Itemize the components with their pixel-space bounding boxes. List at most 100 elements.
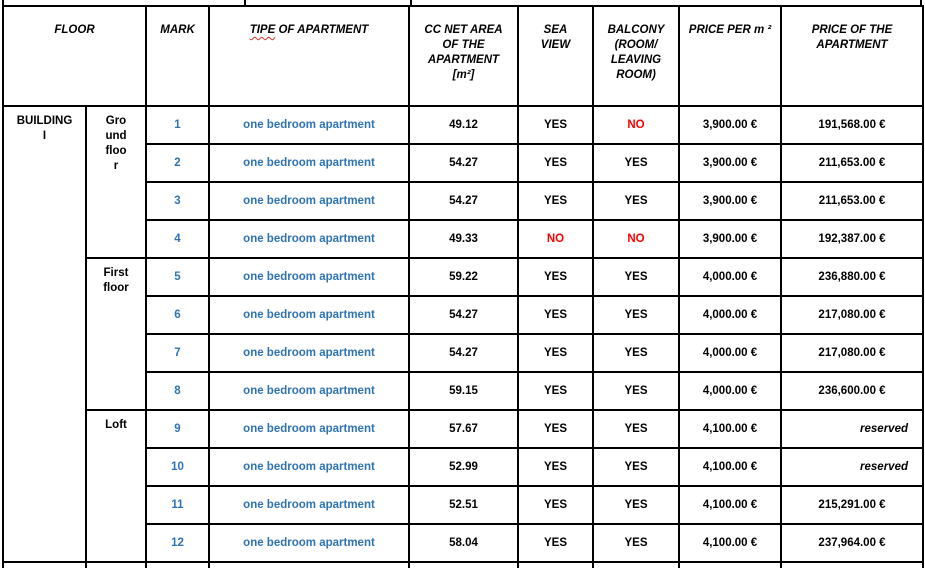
sea-view-cell: YES	[517, 523, 594, 563]
sea-view-cell: YES	[517, 485, 594, 525]
table-row: 3 one bedroom apartment 54.27 YES YES 3,900.0…	[3, 181, 924, 221]
price-cell: 211,653.00 €	[780, 143, 924, 183]
price-cell: 217,080.00 €	[780, 333, 924, 373]
price-per-m2-cell: 4,100.00 €	[678, 409, 782, 449]
border-stub	[2, 0, 4, 5]
header-sea-view: SEA VIEW	[517, 5, 594, 107]
sea-view-cell: YES	[517, 333, 594, 373]
mark-cell: 6	[145, 295, 210, 335]
mark-cell: 3	[145, 181, 210, 221]
empty-cell	[592, 561, 680, 568]
empty-cell	[408, 561, 519, 568]
type-cell: one bedroom apartment	[208, 523, 410, 563]
empty-cell	[2, 561, 87, 568]
empty-cell	[208, 561, 410, 568]
type-cell: one bedroom apartment	[208, 257, 410, 297]
area-cell: 57.67	[408, 409, 519, 449]
type-cell: one bedroom apartment	[208, 181, 410, 221]
area-cell: 54.27	[408, 181, 519, 221]
area-cell: 54.27	[408, 295, 519, 335]
mark-cell: 9	[145, 409, 210, 449]
type-cell: one bedroom apartment	[208, 371, 410, 411]
table-row: 7 one bedroom apartment 54.27 YES YES 4,000.0…	[3, 333, 924, 373]
price-per-m2-cell: 3,900.00 €	[678, 181, 782, 221]
table-row: 6 one bedroom apartment 54.27 YES YES 4,000.0…	[3, 295, 924, 335]
cropped-row-above	[2, 0, 922, 5]
type-cell: one bedroom apartment	[208, 409, 410, 449]
mark-cell: 2	[145, 143, 210, 183]
price-cell: 191,568.00 €	[780, 105, 924, 145]
table-row: 11 one bedroom apartment 52.51 YES YES 4,100.…	[3, 485, 924, 525]
price-per-m2-cell: 4,000.00 €	[678, 333, 782, 373]
balcony-cell: YES	[592, 333, 680, 373]
border-stub	[920, 0, 922, 5]
sea-view-cell: YES	[517, 105, 594, 145]
area-cell: 59.22	[408, 257, 519, 297]
type-cell: one bedroom apartment	[208, 485, 410, 525]
price-cell: 237,964.00 €	[780, 523, 924, 563]
table-row: 4 one bedroom apartment 49.33 NO NO 3,900.00 …	[3, 219, 924, 259]
empty-cell	[517, 561, 594, 568]
type-cell: one bedroom apartment	[208, 447, 410, 487]
price-per-m2-cell: 3,900.00 €	[678, 219, 782, 259]
area-cell: 54.27	[408, 333, 519, 373]
price-cell: 236,880.00 €	[780, 257, 924, 297]
area-cell: 49.12	[408, 105, 519, 145]
balcony-cell: YES	[592, 295, 680, 335]
header-mark: MARK	[145, 5, 210, 107]
cropped-row-below	[2, 561, 924, 568]
misspelled-word: TIPE	[249, 24, 276, 36]
building-cell: BUILDING I	[2, 105, 87, 563]
price-cell: 236,600.00 €	[780, 371, 924, 411]
floor-span-cell: First floor	[85, 257, 147, 411]
sea-view-cell: YES	[517, 295, 594, 335]
area-cell: 59.15	[408, 371, 519, 411]
balcony-cell: YES	[592, 371, 680, 411]
sea-view-cell: NO	[517, 219, 594, 259]
sea-view-cell: YES	[517, 409, 594, 449]
table-row: 8 one bedroom apartment 59.15 YES YES 4,000.0…	[3, 371, 924, 411]
mark-cell: 1	[145, 105, 210, 145]
price-cell: 215,291.00 €	[780, 485, 924, 525]
balcony-cell: YES	[592, 447, 680, 487]
price-per-m2-cell: 4,100.00 €	[678, 447, 782, 487]
price-per-m2-cell: 4,000.00 €	[678, 257, 782, 297]
empty-cell	[678, 561, 782, 568]
price-per-m2-cell: 4,000.00 €	[678, 295, 782, 335]
table-row: BUILDING I Gro und floo r 1 one bedroom apa…	[2, 105, 924, 563]
header-floor: FLOOR	[2, 5, 147, 107]
type-cell: one bedroom apartment	[208, 105, 410, 145]
mark-cell: 4	[145, 219, 210, 259]
empty-cell	[85, 561, 147, 568]
sea-view-cell: YES	[517, 257, 594, 297]
balcony-cell: YES	[592, 485, 680, 525]
header-type-rest: OF APARTMENT	[275, 24, 369, 36]
sea-view-cell: YES	[517, 371, 594, 411]
empty-cell	[780, 561, 924, 568]
type-cell: one bedroom apartment	[208, 143, 410, 183]
balcony-cell: YES	[592, 181, 680, 221]
floor-span-cell: Loft	[85, 409, 147, 563]
price-cell: reserved	[780, 447, 924, 487]
area-cell: 58.04	[408, 523, 519, 563]
border-stub	[244, 0, 246, 5]
price-cell: 211,653.00 €	[780, 181, 924, 221]
mark-cell: 5	[145, 257, 210, 297]
area-cell: 52.51	[408, 485, 519, 525]
sea-view-cell: YES	[517, 447, 594, 487]
balcony-cell: YES	[592, 257, 680, 297]
mark-cell: 11	[145, 485, 210, 525]
price-per-m2-cell: 4,100.00 €	[678, 485, 782, 525]
table-row: Loft 9 one bedroom apartment 57.67 YES YES 4,1…	[3, 409, 924, 563]
price-cell: 192,387.00 €	[780, 219, 924, 259]
balcony-cell: NO	[592, 105, 680, 145]
price-per-m2-cell: 4,000.00 €	[678, 371, 782, 411]
table-row: 2 one bedroom apartment 54.27 YES YES 3,900.0…	[3, 143, 924, 183]
sea-view-cell: YES	[517, 181, 594, 221]
price-cell: 217,080.00 €	[780, 295, 924, 335]
table-header-row: FLOOR MARK TIPE OF APARTMENT CC NET AREA…	[2, 5, 924, 107]
balcony-cell: YES	[592, 523, 680, 563]
table-row: First floor 5 one bedroom apartment 59.22 YE…	[3, 257, 924, 411]
header-price-per-m2: PRICE PER m ²	[678, 5, 782, 107]
